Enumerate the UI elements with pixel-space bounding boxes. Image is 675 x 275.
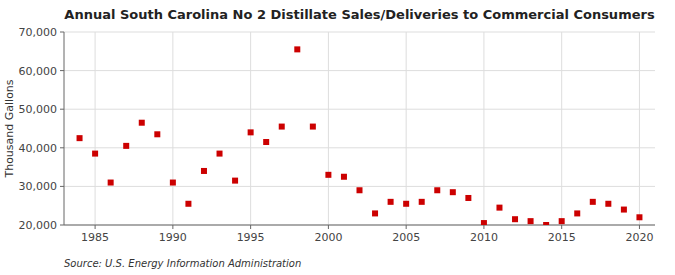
y-grid-line: [64, 32, 655, 33]
point: [574, 210, 580, 216]
y-axis-line: [64, 32, 65, 225]
x-tick: [250, 225, 251, 229]
point: [528, 218, 534, 224]
x-tick-label: 2015: [548, 231, 576, 244]
chart: Annual South Carolina No 2 Distillate Sa…: [0, 0, 675, 275]
y-grid-line: [64, 109, 655, 110]
point: [123, 143, 129, 149]
y-tick-label: 70,000: [19, 26, 58, 39]
point: [310, 124, 316, 130]
x-grid-line: [483, 32, 484, 225]
point: [201, 168, 207, 174]
point: [279, 124, 285, 130]
x-grid-line: [406, 32, 407, 225]
point: [559, 218, 565, 224]
y-grid-line: [64, 147, 655, 148]
point: [512, 216, 518, 222]
point: [217, 151, 223, 157]
point: [636, 214, 642, 220]
y-grid-line: [64, 70, 655, 71]
point: [372, 210, 378, 216]
x-tick: [639, 225, 640, 229]
x-tick: [328, 225, 329, 229]
y-grid-line: [64, 186, 655, 187]
x-tick-label: 2000: [314, 231, 342, 244]
x-tick-label: 2005: [392, 231, 420, 244]
point: [108, 180, 114, 186]
points: [77, 46, 643, 225]
x-grid-line: [328, 32, 329, 225]
point: [325, 172, 331, 178]
point: [92, 151, 98, 157]
point: [139, 120, 145, 126]
y-tick: [60, 225, 64, 226]
point: [357, 187, 363, 193]
point: [170, 180, 176, 186]
y-tick: [60, 70, 64, 71]
x-tick-label: 2020: [625, 231, 653, 244]
point: [496, 205, 502, 211]
y-tick-label: 20,000: [19, 219, 58, 232]
grid: [64, 32, 655, 225]
point: [232, 178, 238, 184]
y-tick-label: 60,000: [19, 65, 58, 78]
point: [450, 189, 456, 195]
point: [248, 129, 254, 135]
point: [341, 174, 347, 180]
point: [185, 201, 191, 207]
axes: 20,000 30,000 40,000 50,000 60,000 70,000 1985…: [19, 26, 656, 244]
y-tick: [60, 32, 64, 33]
x-tick: [406, 225, 407, 229]
x-tick-label: 1990: [159, 231, 187, 244]
point: [294, 46, 300, 52]
y-grid-line: [64, 225, 655, 226]
y-tick: [60, 147, 64, 148]
point: [403, 201, 409, 207]
point: [419, 199, 425, 205]
point: [465, 195, 471, 201]
point: [434, 187, 440, 193]
point: [543, 222, 549, 225]
point: [263, 139, 269, 145]
y-tick-label: 50,000: [19, 103, 58, 116]
x-grid-line: [639, 32, 640, 225]
x-tick: [561, 225, 562, 229]
x-axis-line: [64, 225, 655, 226]
x-grid-line: [250, 32, 251, 225]
point: [605, 201, 611, 207]
point: [77, 135, 83, 141]
x-tick-label: 2010: [470, 231, 498, 244]
title: Annual South Carolina No 2 Distillate Sa…: [64, 7, 655, 22]
x-grid-line: [172, 32, 173, 225]
y-tick-label: 40,000: [19, 142, 58, 155]
chart-container: Annual South Carolina No 2 Distillate Sa…: [0, 0, 675, 275]
x-tick: [483, 225, 484, 229]
y-tick-label: 30,000: [19, 180, 58, 193]
y-axis-label: Thousand Gallons: [3, 79, 16, 178]
x-tick-label: 1995: [237, 231, 265, 244]
x-grid-line: [95, 32, 96, 225]
point: [388, 199, 394, 205]
x-tick-label: 1985: [81, 231, 109, 244]
point: [481, 220, 487, 225]
point: [590, 199, 596, 205]
source-note: Source: U.S. Energy Information Administ…: [64, 258, 301, 269]
x-tick: [95, 225, 96, 229]
y-tick: [60, 186, 64, 187]
y-tick: [60, 109, 64, 110]
point: [621, 207, 627, 213]
point: [154, 131, 160, 137]
x-tick: [172, 225, 173, 229]
x-grid-line: [561, 32, 562, 225]
